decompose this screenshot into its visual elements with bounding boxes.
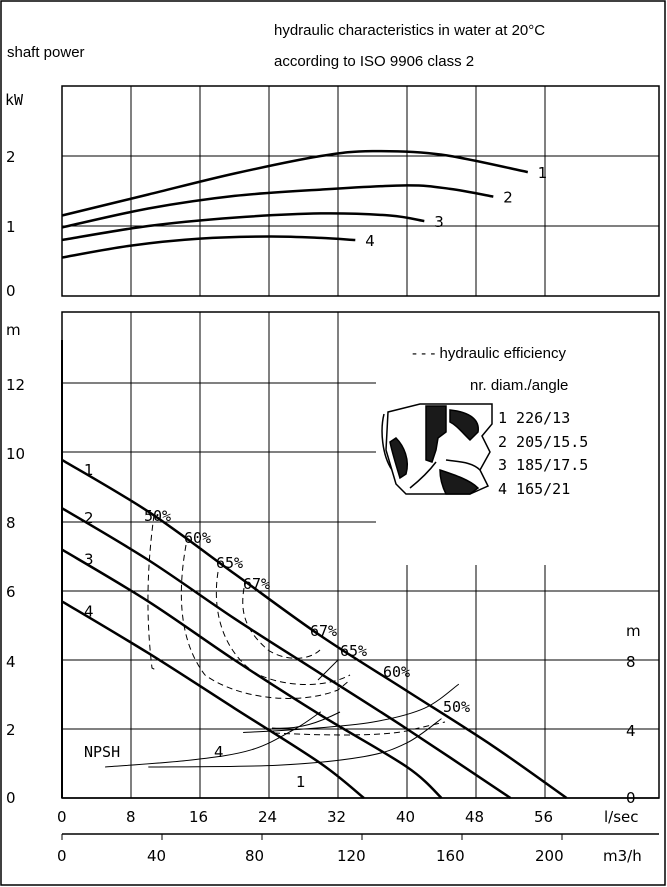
x-tick-lsec-32: 32 xyxy=(327,808,346,826)
head-chart-frame xyxy=(61,311,660,799)
power-curve-1 xyxy=(61,149,529,217)
x-tick-m3h-80: 80 xyxy=(245,847,264,865)
npsh-curve-extra-2 xyxy=(243,683,460,733)
head-y-tick-2: 2 xyxy=(6,721,16,739)
power-y-tick-0: 0 xyxy=(6,282,16,300)
x-tick-lsec-16: 16 xyxy=(189,808,208,826)
x-tick-lsec-8: 8 xyxy=(126,808,136,826)
head-y-unit: m xyxy=(6,321,21,339)
head-curve-4 xyxy=(61,600,365,799)
x-unit-m3h: m3/h xyxy=(603,847,642,865)
legend-entry-2: 2 205/15.5 xyxy=(498,433,588,451)
x-tick-m3h-120: 120 xyxy=(337,847,366,865)
x-axis-m3h-ticks xyxy=(61,834,563,840)
power-chart-frame xyxy=(61,85,660,297)
x-tick-m3h-200: 200 xyxy=(535,847,564,865)
legend-title: - - - hydraulic efficiency xyxy=(412,345,566,362)
eff-label-60-right: 60% xyxy=(383,663,410,681)
efficiency-contours xyxy=(147,514,446,736)
head-chart: m 0 2 4 6 8 10 12 m 8 4 0 - - - hydrauli… xyxy=(6,311,660,865)
x-unit-lsec: l/sec xyxy=(604,808,639,826)
eff-label-50-right: 50% xyxy=(443,698,470,716)
npsh-y-tick-8: 8 xyxy=(626,653,636,671)
power-y-unit: kW xyxy=(5,91,24,109)
eff-label-50-left: 50% xyxy=(144,507,171,525)
legend-entry-4: 4 165/21 xyxy=(498,480,570,498)
eff-label-67-right: 67% xyxy=(310,622,337,640)
impeller-drawing xyxy=(381,403,493,495)
power-curve-label-2: 2 xyxy=(503,189,513,207)
x-tick-lsec-0: 0 xyxy=(57,808,67,826)
head-curve-label-1: 1 xyxy=(84,461,94,479)
power-curve-2 xyxy=(61,184,494,229)
npsh-series-group: 41 xyxy=(105,683,460,791)
x-tick-m3h-40: 40 xyxy=(147,847,166,865)
chart-title-line1: hydraulic characteristics in water at 20… xyxy=(274,22,545,39)
head-curve-2 xyxy=(61,507,512,800)
npsh-curve-label-1: 1 xyxy=(296,773,306,791)
head-y-tick-4: 4 xyxy=(6,653,16,671)
x-tick-m3h-160: 160 xyxy=(436,847,465,865)
x-tick-lsec-24: 24 xyxy=(258,808,277,826)
eff-label-65-right: 65% xyxy=(340,642,367,660)
power-curve-4 xyxy=(61,235,356,259)
x-tick-lsec-40: 40 xyxy=(396,808,415,826)
legend-header: nr. diam./angle xyxy=(470,377,568,394)
head-y-tick-12: 12 xyxy=(6,376,25,394)
power-chart: kW 0 1 2 1 2 3 4 xyxy=(5,85,660,300)
head-y-tick-0: 0 xyxy=(6,789,16,807)
head-curve-1 xyxy=(61,458,568,800)
npsh-y-tick-4: 4 xyxy=(626,722,636,740)
power-curve-label-1: 1 xyxy=(538,164,548,182)
npsh-y-unit: m xyxy=(626,622,641,640)
power-y-tick-1: 1 xyxy=(6,218,16,236)
eff-label-65-left: 65% xyxy=(216,554,243,572)
npsh-contour-1 xyxy=(271,659,341,729)
power-curve-label-4: 4 xyxy=(365,232,375,250)
shaft-power-label: shaft power xyxy=(7,44,85,61)
head-series-group: 1 2 3 4 xyxy=(61,458,568,800)
power-curve-3 xyxy=(61,212,425,242)
npsh-curve-1 xyxy=(148,718,442,768)
eff-label-60-left: 60% xyxy=(184,529,211,547)
x-tick-m3h-0: 0 xyxy=(57,847,67,865)
power-series-group: 1 2 3 4 xyxy=(61,149,548,259)
head-curve-label-3: 3 xyxy=(84,551,94,569)
chart-title-line2: according to ISO 9906 class 2 xyxy=(274,53,474,70)
x-tick-lsec-56: 56 xyxy=(534,808,553,826)
legend-entry-1: 1 226/13 xyxy=(498,409,570,427)
head-y-tick-8: 8 xyxy=(6,514,16,532)
head-y-tick-10: 10 xyxy=(6,445,25,463)
npsh-curve-4 xyxy=(105,711,322,768)
eff-label-67-left: 67% xyxy=(243,575,270,593)
head-chart-grid xyxy=(62,312,659,798)
head-curve-3 xyxy=(61,548,443,799)
x-tick-lsec-48: 48 xyxy=(465,808,484,826)
head-curve-label-2: 2 xyxy=(84,509,94,527)
legend-entry-3: 3 185/17.5 xyxy=(498,456,588,474)
npsh-curve-label-4: 4 xyxy=(214,743,224,761)
npsh-label: NPSH xyxy=(84,743,120,761)
power-chart-grid xyxy=(62,86,659,296)
power-y-tick-2: 2 xyxy=(6,148,16,166)
head-curve-label-4: 4 xyxy=(84,602,94,620)
power-curve-label-3: 3 xyxy=(434,213,444,231)
head-y-tick-6: 6 xyxy=(6,583,16,601)
